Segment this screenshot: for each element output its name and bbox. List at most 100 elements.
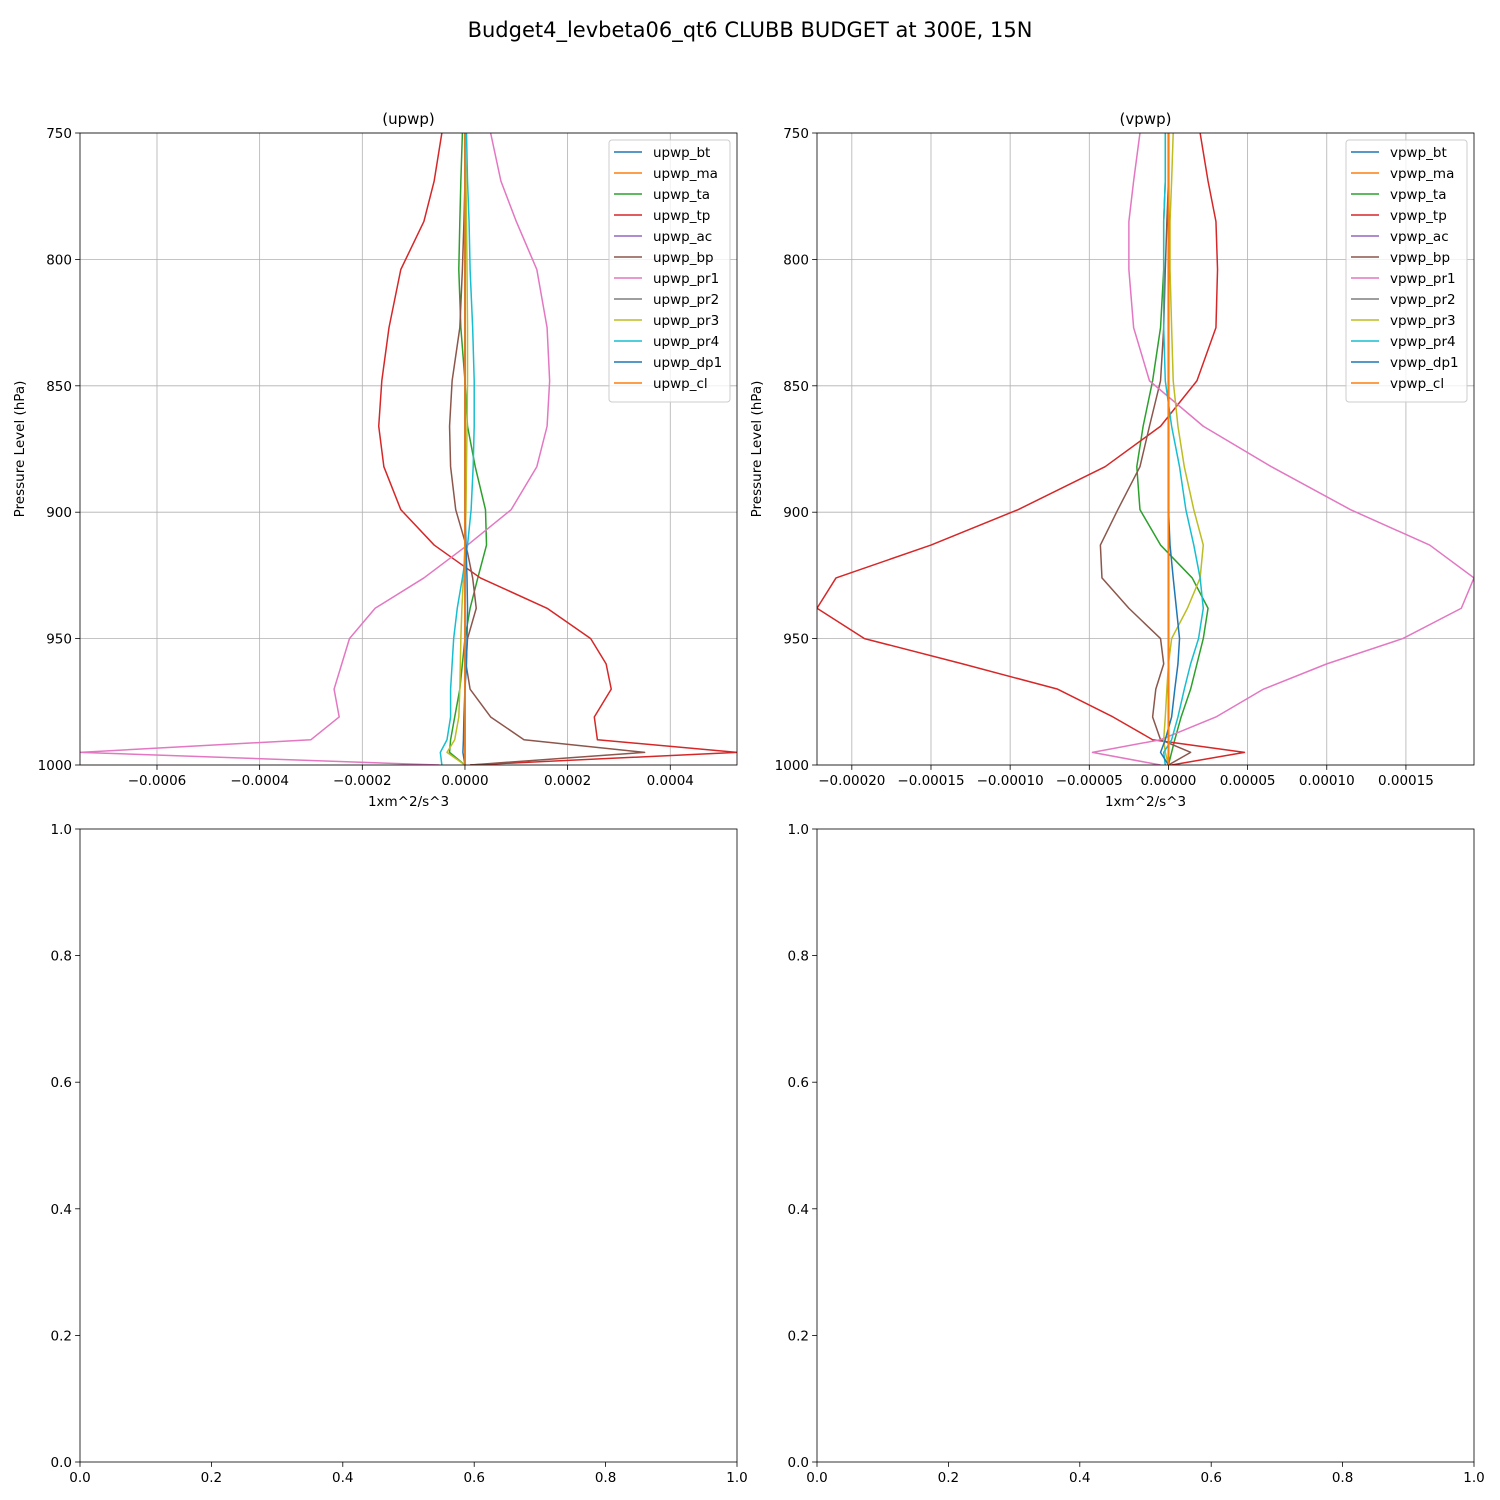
x-tick-label: 0.2 xyxy=(938,1470,959,1486)
legend-label-upwp_pr1: upwp_pr1 xyxy=(653,271,719,287)
legend-label-upwp_bt: upwp_bt xyxy=(653,145,710,161)
series-lines xyxy=(817,133,1474,765)
x-tick-label: −0.0006 xyxy=(128,773,187,789)
y-tick-label: 800 xyxy=(46,252,72,268)
legend-label-upwp_ta: upwp_ta xyxy=(653,187,710,203)
y-tick-label: 750 xyxy=(783,126,809,142)
legend-box xyxy=(1345,139,1468,403)
x-tick-label: 1.0 xyxy=(726,1470,747,1486)
subplot-3: 0.0 0.2 0.4 0.6 0.8 1.0 0.0 0.2 0.4 0.6 0.8 1.0 xyxy=(51,822,748,1486)
legend-label-upwp_ac: upwp_ac xyxy=(653,229,712,245)
legend-label-vpwp_ma: vpwp_ma xyxy=(1390,166,1454,182)
axes-frame xyxy=(79,132,738,766)
y-tick-label: 900 xyxy=(46,505,72,521)
y-tick-label: 0.6 xyxy=(51,1075,72,1091)
x-tick-label: 0.6 xyxy=(463,1470,484,1486)
x-axis-label: 1xm^2/s^3 xyxy=(368,794,449,810)
y-tick-label: 950 xyxy=(46,632,72,648)
subplot-title: (upwp) xyxy=(382,110,435,128)
x-tick-label: −0.00020 xyxy=(818,773,885,789)
y-tick-label: 1000 xyxy=(38,758,72,774)
x-tick-label: −0.00005 xyxy=(1056,773,1123,789)
x-tick-label: 0.0004 xyxy=(647,773,694,789)
x-tick-label: 0.00005 xyxy=(1220,773,1276,789)
y-tick-label: 1.0 xyxy=(788,822,809,838)
axes-frame xyxy=(816,132,1475,766)
legend-label-vpwp_ta: vpwp_ta xyxy=(1390,187,1447,203)
x-tick-label: 0.8 xyxy=(1332,1470,1353,1486)
x-tick-label: 0.0 xyxy=(69,1470,90,1486)
y-tick-label: 0.0 xyxy=(788,1455,809,1471)
legend-label-vpwp_pr2: vpwp_pr2 xyxy=(1390,292,1456,308)
y-tick-label: 0.4 xyxy=(51,1202,72,1218)
x-tick-label: 0.4 xyxy=(1069,1470,1090,1486)
legend-box xyxy=(608,139,731,403)
legend-label-vpwp_cl: vpwp_cl xyxy=(1390,376,1444,392)
y-axis-label: Pressure Level (hPa) xyxy=(12,381,28,518)
x-tick-label: −0.00010 xyxy=(977,773,1044,789)
legend: vpwp_bt vpwp_ma vpwp_ta vpwp_tp vpwp_ac vpwp_… xyxy=(1345,139,1468,403)
y-tick-label: 0.8 xyxy=(788,949,809,965)
subplot-grid: −0.0006 −0.0004 −0.0002 0.0000 0.0002 0.0004 7… xyxy=(12,110,1485,1486)
y-tick-label: 0.2 xyxy=(788,1328,809,1344)
y-tick-label: 850 xyxy=(46,379,72,395)
plot-area xyxy=(80,829,737,1462)
x-tick-label: 0.8 xyxy=(595,1470,616,1486)
y-tick-label: 0.0 xyxy=(51,1455,72,1471)
x-tick-label: 0.6 xyxy=(1200,1470,1221,1486)
legend-label-vpwp_bp: vpwp_bp xyxy=(1390,250,1450,266)
y-tick-label: 0.8 xyxy=(51,949,72,965)
legend-label-vpwp_tp: vpwp_tp xyxy=(1390,208,1447,224)
y-tick-label: 0.4 xyxy=(788,1202,809,1218)
legend-label-upwp_ma: upwp_ma xyxy=(653,166,718,182)
series-line-vpwp_bp xyxy=(1099,133,1192,765)
series-line-upwp_pr4 xyxy=(439,133,475,765)
axes-frame xyxy=(79,828,738,1463)
legend-label-upwp_bp: upwp_bp xyxy=(653,250,714,266)
legend-label-upwp_dp1: upwp_dp1 xyxy=(653,355,722,371)
y-tick-label: 0.6 xyxy=(788,1075,809,1091)
x-tick-label: 0.00000 xyxy=(1141,773,1197,789)
y-tick-label: 900 xyxy=(783,505,809,521)
legend-label-vpwp_pr1: vpwp_pr1 xyxy=(1390,271,1456,287)
series-line-upwp_tp xyxy=(377,133,737,765)
x-tick-label: 0.00015 xyxy=(1378,773,1434,789)
x-axis-label: 1xm^2/s^3 xyxy=(1105,794,1186,810)
legend-label-vpwp_ac: vpwp_ac xyxy=(1390,229,1449,245)
legend-label-upwp_tp: upwp_tp xyxy=(653,208,710,224)
x-tick-label: 0.4 xyxy=(332,1470,353,1486)
subplot-title: (vpwp) xyxy=(1120,110,1172,128)
legend-label-vpwp_pr3: vpwp_pr3 xyxy=(1390,313,1456,329)
axes-frame xyxy=(816,828,1475,1463)
plot-area xyxy=(817,829,1474,1462)
legend-label-vpwp_pr4: vpwp_pr4 xyxy=(1390,334,1456,350)
y-tick-label: 1.0 xyxy=(51,822,72,838)
legend-label-upwp_pr2: upwp_pr2 xyxy=(653,292,719,308)
x-tick-label: 0.0000 xyxy=(441,773,488,789)
legend-label-upwp_pr3: upwp_pr3 xyxy=(653,313,719,329)
y-tick-label: 950 xyxy=(783,632,809,648)
legend-label-upwp_pr4: upwp_pr4 xyxy=(653,334,719,350)
series-line-upwp_ta xyxy=(448,133,488,765)
y-tick-label: 850 xyxy=(783,379,809,395)
y-axis-label: Pressure Level (hPa) xyxy=(749,381,765,518)
x-tick-label: 0.0 xyxy=(806,1470,827,1486)
figure-suptitle: Budget4_levbeta06_qt6 CLUBB BUDGET at 30… xyxy=(468,18,1033,43)
x-tick-label: −0.0002 xyxy=(333,773,392,789)
x-tick-label: 0.0002 xyxy=(544,773,591,789)
x-tick-label: −0.0004 xyxy=(230,773,289,789)
series-line-vpwp_pr4 xyxy=(1162,133,1205,765)
subplot-4: 0.0 0.2 0.4 0.6 0.8 1.0 0.0 0.2 0.4 0.6 0.8 1.0 xyxy=(788,822,1485,1486)
series-line-vpwp_tp xyxy=(817,133,1246,765)
series-line-vpwp_pr1 xyxy=(1091,133,1474,765)
legend-label-vpwp_dp1: vpwp_dp1 xyxy=(1390,355,1459,371)
y-tick-label: 1000 xyxy=(775,758,809,774)
series-lines xyxy=(80,133,737,765)
x-tick-label: 1.0 xyxy=(1463,1470,1484,1486)
y-tick-label: 0.2 xyxy=(51,1328,72,1344)
x-tick-label: 0.00010 xyxy=(1299,773,1355,789)
x-tick-label: −0.00015 xyxy=(897,773,964,789)
legend-label-vpwp_bt: vpwp_bt xyxy=(1390,145,1447,161)
subplot-1: −0.0006 −0.0004 −0.0002 0.0000 0.0002 0.0004 7… xyxy=(12,110,738,810)
